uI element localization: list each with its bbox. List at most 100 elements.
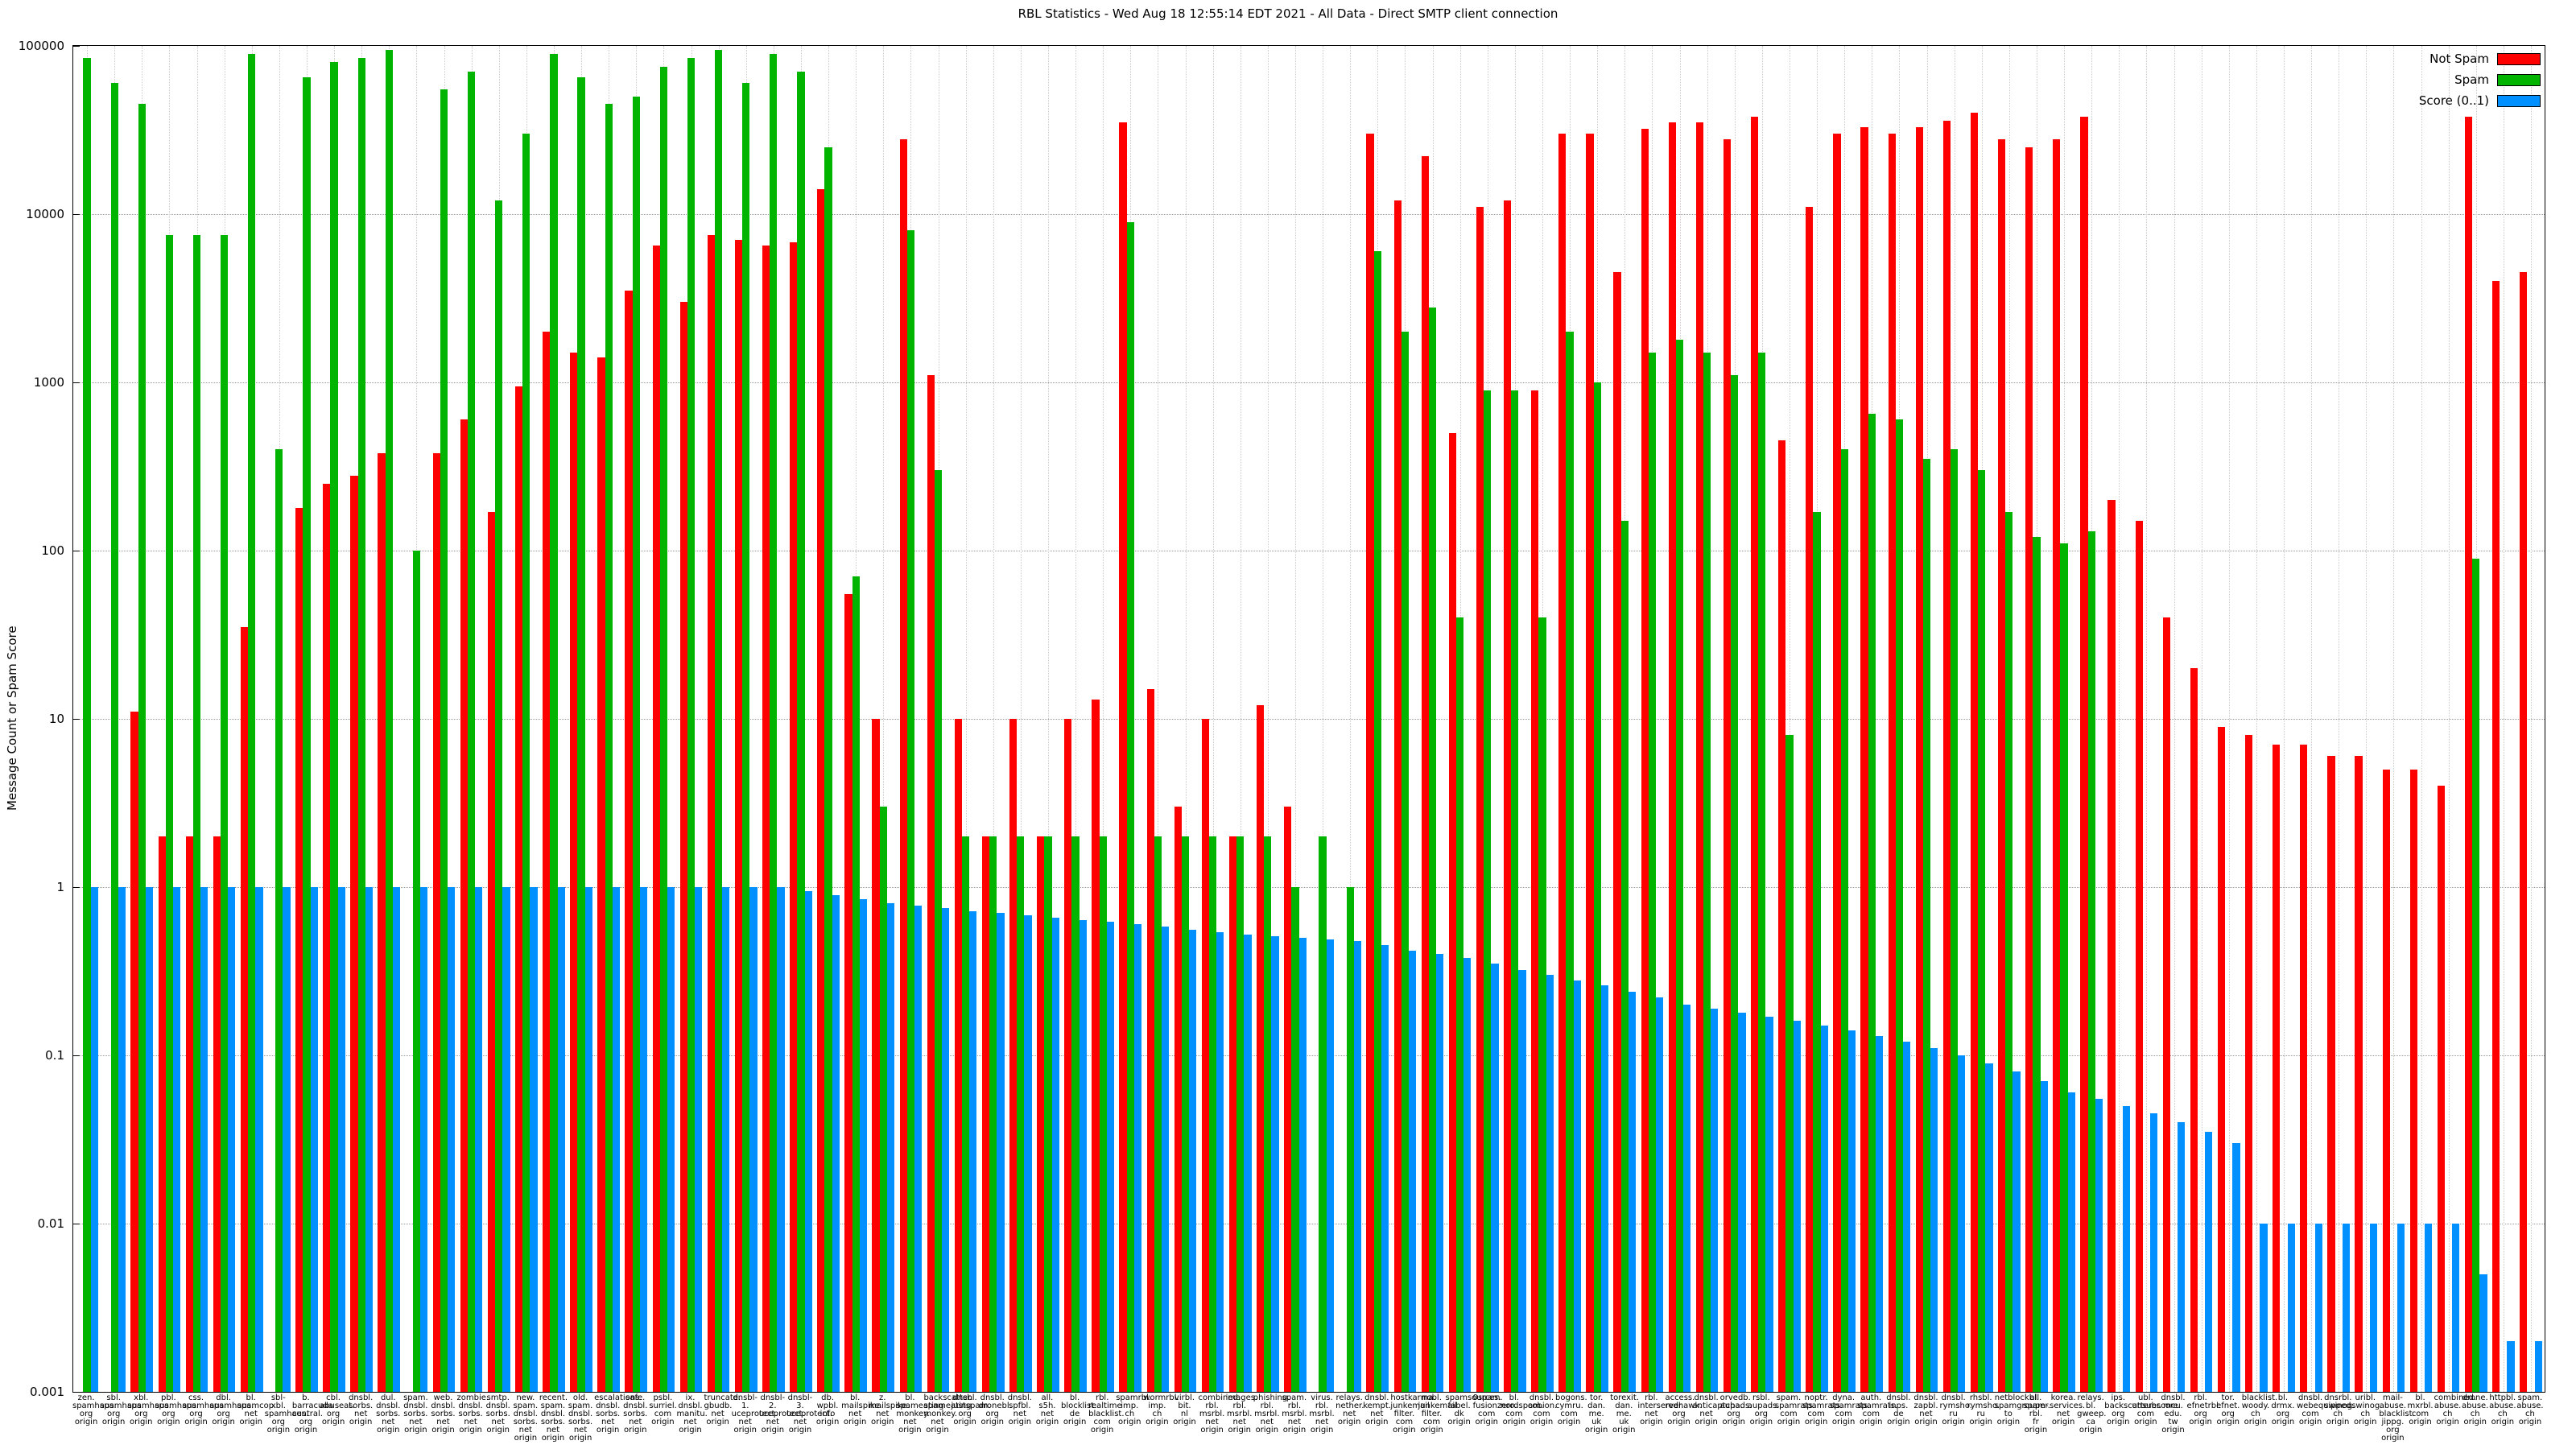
bar-score-0-1 xyxy=(365,887,373,1392)
bar-not-spam xyxy=(652,246,660,1392)
y-tick-mark xyxy=(73,719,80,720)
x-tick-label: combined. abuse. ch origin xyxy=(2434,1393,2477,1426)
x-tick-label: dnsbl. inps. de origin xyxy=(1886,1393,1911,1426)
bar-spam xyxy=(1511,390,1519,1392)
bar-spam xyxy=(2005,511,2013,1392)
bar-spam xyxy=(1071,836,1080,1392)
bar-spam xyxy=(1319,836,1327,1392)
x-tick-label: rbl. realtime blacklist. com origin xyxy=(1088,1393,1125,1435)
bar-not-spam xyxy=(679,302,687,1392)
bar-score-0-1 xyxy=(337,887,345,1392)
x-tick-label: httpbl. abuse. ch origin xyxy=(2489,1393,2516,1426)
bar-score-0-1 xyxy=(2507,1341,2515,1392)
x-tick-label: xbl. spamhaus. org origin xyxy=(127,1393,171,1426)
v-gridline xyxy=(1020,46,1022,1392)
bar-score-0-1 xyxy=(1546,975,1554,1392)
x-tick-label: dnsrbl. swinog. ch origin xyxy=(2324,1393,2355,1426)
bar-score-0-1 xyxy=(1298,937,1307,1392)
legend-label-not-spam: Not Spam xyxy=(2429,52,2489,66)
bar-score-0-1 xyxy=(2205,1132,2213,1392)
bar-spam xyxy=(468,72,476,1392)
bar-spam xyxy=(1703,353,1711,1392)
bar-score-0-1 xyxy=(255,887,263,1392)
bar-not-spam xyxy=(1970,113,1979,1392)
bar-spam xyxy=(110,83,118,1392)
x-tick-label: zombie. dnsbl. sorbs. net origin xyxy=(456,1393,489,1435)
bar-not-spam xyxy=(1915,126,1923,1392)
bar-spam xyxy=(1566,332,1574,1392)
bar-spam xyxy=(1675,339,1684,1392)
x-tick-label: wormrbl. imp. ch origin xyxy=(1143,1393,1179,1426)
x-tick-label: all. s5h. net origin xyxy=(1035,1393,1059,1426)
bar-spam xyxy=(138,104,146,1392)
y-tick-mark xyxy=(73,46,80,47)
v-gridline xyxy=(1075,46,1077,1392)
bar-score-0-1 xyxy=(448,887,456,1392)
bar-spam xyxy=(1346,887,1354,1392)
bar-score-0-1 xyxy=(1133,924,1142,1392)
x-tick-label: zen. spamhaus. org origin xyxy=(72,1393,117,1426)
bar-not-spam xyxy=(2245,735,2253,1392)
bar-spam xyxy=(687,57,696,1392)
bar-spam xyxy=(1181,836,1190,1392)
v-gridline xyxy=(2174,46,2175,1392)
bar-not-spam xyxy=(2382,769,2390,1392)
bar-score-0-1 xyxy=(1958,1055,1966,1392)
bar-score-0-1 xyxy=(1628,991,1637,1392)
bar-not-spam xyxy=(1778,440,1786,1392)
bar-spam xyxy=(1484,390,1492,1392)
bar-spam xyxy=(1456,617,1464,1392)
bar-score-0-1 xyxy=(1655,997,1664,1392)
bar-score-0-1 xyxy=(557,887,565,1392)
bar-not-spam xyxy=(2053,138,2061,1392)
v-gridline xyxy=(2119,46,2120,1392)
x-tick-label: netblockbl. spamgrouper. to origin xyxy=(1994,1393,2050,1426)
bar-not-spam xyxy=(1037,836,1045,1392)
bar-spam xyxy=(1428,307,1437,1392)
v-gridline xyxy=(2530,46,2532,1392)
legend-swatch-spam xyxy=(2497,73,2541,86)
x-tick-label: rsbl. aupads. org origin xyxy=(1747,1393,1780,1426)
bar-spam xyxy=(165,235,173,1392)
bar-not-spam xyxy=(487,511,496,1392)
bar-spam xyxy=(1264,836,1272,1392)
bar-score-0-1 xyxy=(1353,940,1361,1392)
v-gridline xyxy=(1212,46,1214,1392)
bar-spam xyxy=(495,200,503,1392)
bar-score-0-1 xyxy=(832,894,840,1392)
x-tick-label: spam. spamrats. com origin xyxy=(1774,1393,1815,1426)
bar-not-spam xyxy=(2217,726,2226,1392)
x-axis: zen. spamhaus. org origin sbl. spamhaus. … xyxy=(72,1394,2544,1447)
bar-score-0-1 xyxy=(2314,1224,2322,1392)
bar-score-0-1 xyxy=(1875,1036,1884,1392)
bar-score-0-1 xyxy=(1408,950,1417,1392)
x-tick-label: spam. abuse. ch origin xyxy=(2516,1393,2544,1426)
x-tick-label: spamsources. fabel. dk origin xyxy=(1445,1393,1501,1426)
x-tick-label: hostkarma. junkemail filter. com origin xyxy=(1390,1393,1436,1435)
v-gridline xyxy=(1267,46,1269,1392)
bar-not-spam xyxy=(1366,134,1374,1392)
bar-not-spam xyxy=(625,291,633,1392)
bar-spam xyxy=(1401,332,1409,1392)
x-tick-label: cbl. abuseat. org origin xyxy=(320,1393,355,1426)
bar-spam xyxy=(1017,836,1025,1392)
bar-not-spam xyxy=(1806,207,1814,1392)
bar-spam xyxy=(989,836,997,1392)
x-tick-label: dnsbl. sorbs. net origin xyxy=(349,1393,374,1426)
bar-not-spam xyxy=(2025,147,2033,1392)
x-tick-label: dnsbl. rymsho. ru origin xyxy=(1939,1393,1972,1426)
bar-spam xyxy=(1593,382,1601,1392)
y-tick-label: 0.001 xyxy=(30,1385,64,1399)
v-gridline xyxy=(1047,46,1049,1392)
v-gridline xyxy=(965,46,967,1392)
x-tick-label: noptr. spamrats. com origin xyxy=(1802,1393,1843,1426)
bar-not-spam xyxy=(1586,134,1594,1392)
x-tick-label: orvedb. aupads. org origin xyxy=(1719,1393,1752,1426)
bar-not-spam xyxy=(1146,689,1154,1392)
bar-score-0-1 xyxy=(886,903,895,1392)
bar-not-spam xyxy=(2107,500,2116,1392)
bar-not-spam xyxy=(1723,138,1732,1392)
v-gridline xyxy=(2366,46,2368,1392)
h-gridline xyxy=(73,1055,2545,1056)
bar-not-spam xyxy=(899,138,907,1392)
